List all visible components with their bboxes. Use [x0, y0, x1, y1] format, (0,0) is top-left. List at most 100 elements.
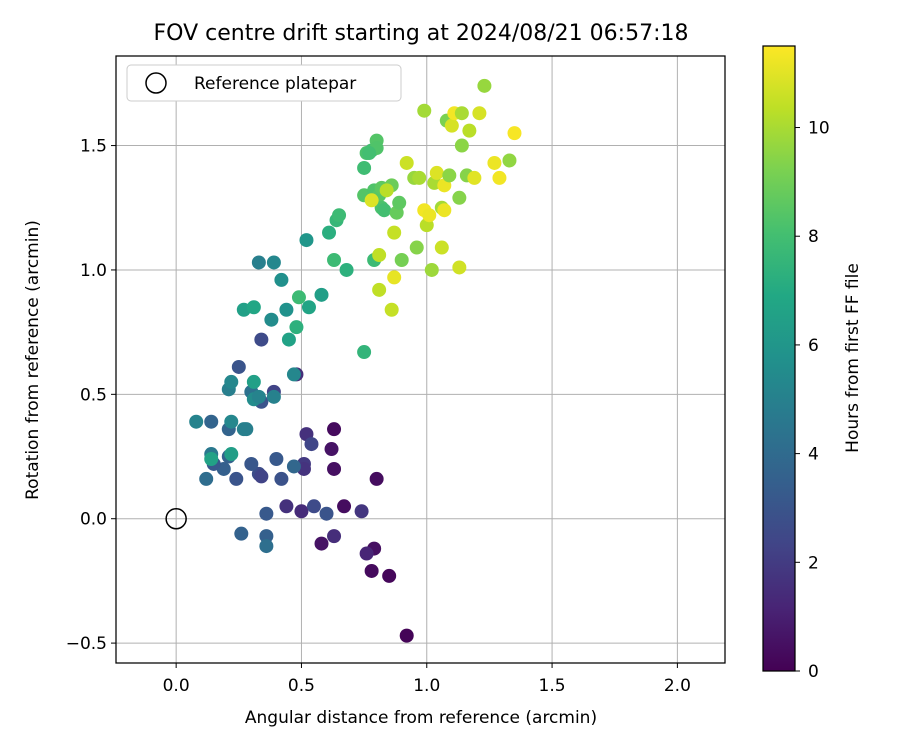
- colorbar-label: Hours from first FF file: [843, 263, 863, 453]
- data-point: [394, 252, 409, 267]
- plot-frame: [115, 55, 726, 664]
- y-axis-ticks: −0.5 0.0 0.5 1.0 1.5: [66, 137, 116, 654]
- data-point: [299, 233, 314, 248]
- data-point: [472, 106, 487, 121]
- data-point: [301, 300, 316, 315]
- data-point: [289, 320, 304, 335]
- data-point: [286, 367, 301, 382]
- data-point: [417, 103, 432, 118]
- data-point: [364, 193, 379, 208]
- y-axis-label: Rotation from reference (arcmin): [23, 220, 43, 500]
- y-tick-label: 1.0: [80, 261, 107, 281]
- data-point: [204, 414, 219, 429]
- data-point: [322, 225, 337, 240]
- data-point: [189, 414, 204, 429]
- data-point: [384, 302, 399, 317]
- colorbar-tick-label: 4: [808, 445, 819, 465]
- data-point: [462, 123, 477, 138]
- data-point: [279, 499, 294, 514]
- data-point: [266, 389, 281, 404]
- data-point: [269, 452, 284, 467]
- x-tick-label: 0.0: [163, 676, 190, 696]
- colorbar-tick-label: 2: [808, 553, 819, 573]
- data-point: [452, 260, 467, 275]
- data-point: [387, 225, 402, 240]
- data-point: [339, 262, 354, 277]
- x-axis-label: Angular distance from reference (arcmin): [245, 708, 597, 728]
- data-point: [382, 568, 397, 583]
- data-point: [224, 414, 239, 429]
- y-tick-label: 1.5: [80, 137, 107, 157]
- legend-marker-open-circle: [145, 72, 167, 94]
- data-point: [399, 155, 414, 170]
- data-point: [229, 471, 244, 486]
- data-point: [442, 168, 457, 183]
- grid: [116, 56, 725, 663]
- data-point: [199, 471, 214, 486]
- data-point: [251, 389, 266, 404]
- data-point: [477, 78, 492, 93]
- data-point: [254, 469, 269, 484]
- data-point: [246, 374, 261, 389]
- data-point: [281, 332, 296, 347]
- data-point: [399, 628, 414, 643]
- data-point: [324, 442, 339, 457]
- data-point: [259, 529, 274, 544]
- data-point: [274, 272, 289, 287]
- x-axis-ticks: 0.0 0.5 1.0 1.5 2.0: [163, 663, 691, 696]
- colorbar-tick-label: 6: [808, 336, 819, 356]
- data-point: [231, 359, 246, 374]
- y-tick-label: −0.5: [66, 634, 107, 654]
- data-point: [337, 499, 352, 514]
- data-point: [251, 255, 266, 270]
- colorbar: [762, 45, 796, 672]
- colorbar-tick-label: 0: [808, 662, 819, 682]
- data-point: [264, 312, 279, 327]
- data-point: [424, 262, 439, 277]
- data-point: [492, 170, 507, 185]
- data-point: [291, 290, 306, 305]
- data-point: [332, 208, 347, 223]
- data-point: [409, 240, 424, 255]
- data-point: [224, 374, 239, 389]
- data-point: [372, 282, 387, 297]
- data-point: [204, 452, 219, 467]
- colorbar-tick-label: 10: [808, 119, 830, 139]
- data-point: [327, 529, 342, 544]
- data-point: [379, 183, 394, 198]
- data-points: [165, 78, 522, 643]
- y-tick-label: 0.5: [80, 385, 107, 405]
- data-point: [327, 422, 342, 437]
- data-point: [387, 270, 402, 285]
- data-point: [274, 471, 289, 486]
- colorbar-ticks: 0 2 4 6 8 10: [795, 119, 830, 682]
- chart-title: FOV centre drift starting at 2024/08/21 …: [154, 21, 689, 46]
- data-point: [467, 170, 482, 185]
- data-point: [372, 248, 387, 263]
- data-point: [234, 526, 249, 541]
- data-point: [327, 252, 342, 267]
- data-point: [502, 153, 517, 168]
- data-point: [306, 499, 321, 514]
- y-tick-label: 0.0: [80, 510, 107, 530]
- data-point: [239, 422, 254, 437]
- legend-label: Reference platepar: [194, 74, 356, 94]
- legend: Reference platepar: [126, 64, 402, 102]
- data-point: [412, 170, 427, 185]
- data-point: [294, 504, 309, 519]
- data-point: [279, 302, 294, 317]
- data-point: [244, 456, 259, 471]
- data-point: [286, 459, 301, 474]
- data-point: [434, 240, 449, 255]
- data-point: [437, 203, 452, 218]
- data-point: [304, 437, 319, 452]
- data-point: [354, 504, 369, 519]
- data-point: [444, 118, 459, 133]
- x-tick-label: 1.5: [539, 676, 566, 696]
- data-point: [327, 461, 342, 476]
- x-tick-label: 0.5: [288, 676, 315, 696]
- data-point: [357, 160, 372, 175]
- data-point: [224, 447, 239, 462]
- data-point: [319, 506, 334, 521]
